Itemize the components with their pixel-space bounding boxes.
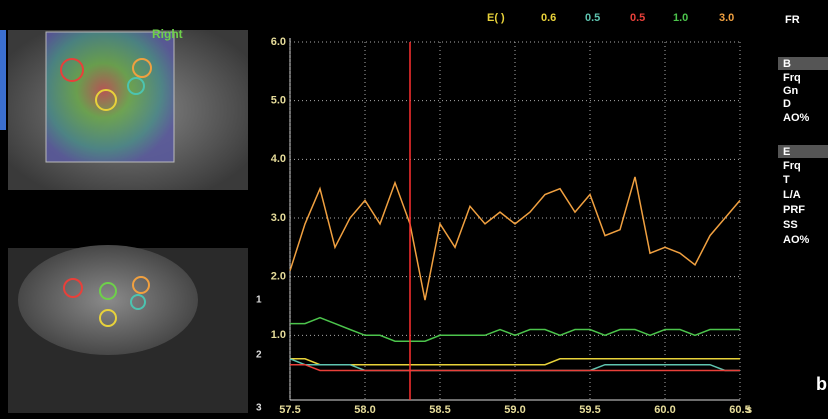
side-label: B (783, 58, 791, 70)
depth-mark: 1 (256, 295, 262, 306)
y-tick-label: 2.0 (271, 271, 286, 283)
side-label: Frq (783, 72, 801, 84)
bottom-image: 1 2 3 (8, 245, 262, 414)
y-tick-label: 5.0 (271, 95, 286, 107)
legend-entry: 0.6 (541, 12, 556, 24)
side-panel: FR B Frq Gn D AO% E Frq T L/A PRF SS AO%… (778, 14, 828, 394)
side-label: AO% (783, 112, 810, 124)
x-tick-label: 59.5 (579, 404, 600, 416)
x-tick-label: 58.5 (429, 404, 450, 416)
depth-mark: 2 (256, 350, 262, 361)
side-label: FR (785, 14, 800, 26)
side-label: PRF (783, 204, 805, 216)
side-label: E (783, 146, 790, 158)
image-label: Right (152, 27, 183, 41)
chart: E( ) 1.0 2.0 3.0 4.0 5.0 6.0 57.5 58.0 58.5 59.0 5… (271, 12, 752, 416)
side-label: AO% (783, 234, 810, 246)
panel-letter: b (816, 374, 827, 394)
legend-entry: 0.5 (630, 12, 645, 24)
y-tick-label: 6.0 (271, 36, 286, 48)
depth-mark: 3 (256, 403, 262, 414)
x-tick-label: 59.0 (504, 404, 525, 416)
top-image: Right (0, 27, 248, 190)
side-label: SS (783, 219, 798, 231)
screen: Right 1 2 3 FR B Frq Gn D AO% E Frq T L/… (0, 0, 828, 419)
x-tick-label: 60.0 (654, 404, 675, 416)
side-label: L/A (783, 189, 801, 201)
side-label: T (783, 174, 790, 186)
series-line (290, 359, 740, 365)
y-tick-label: 3.0 (271, 212, 286, 224)
series-line (290, 318, 740, 342)
x-tick-label: 58.0 (354, 404, 375, 416)
x-unit: s (746, 404, 752, 416)
side-label: Frq (783, 160, 801, 172)
x-tick-label: 57.5 (279, 404, 300, 416)
y-tick-label: 1.0 (271, 329, 286, 341)
legend-title: E( ) (487, 12, 505, 24)
legend-entry: 0.5 (585, 12, 600, 24)
side-label: Gn (783, 85, 799, 97)
legend-entry: 1.0 (673, 12, 688, 24)
y-tick-label: 4.0 (271, 153, 286, 165)
page: {"chart_data": {"type": "line", "legend_… (0, 0, 828, 419)
legend-entry: 3.0 (719, 12, 734, 24)
side-label: D (783, 98, 791, 110)
